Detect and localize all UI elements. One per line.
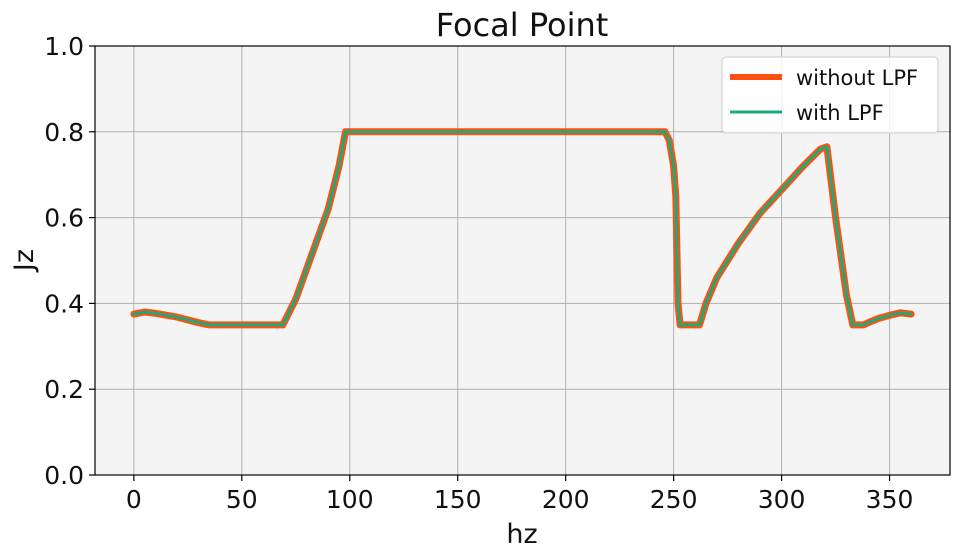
series-line-with-lpf [132, 130, 913, 327]
y-axis-label: Jz [9, 249, 40, 273]
x-tick-label: 0 [126, 485, 142, 514]
legend-label-with-lpf: with LPF [796, 101, 884, 125]
x-tick-label: 300 [758, 485, 806, 514]
series-lines [130, 128, 915, 329]
x-tick-label: 50 [226, 485, 258, 514]
y-tick-label: 0.4 [44, 289, 84, 318]
y-tick-label: 0.6 [44, 204, 84, 233]
y-tick-label: 0.2 [44, 375, 84, 404]
legend: without LPF with LPF [721, 56, 939, 134]
legend-label-without-lpf: without LPF [796, 66, 918, 90]
y-tick-label: 1.0 [44, 32, 84, 61]
y-tick-label: 0.0 [44, 461, 84, 490]
x-tick-label: 150 [434, 485, 482, 514]
chart-title: Focal Point [436, 6, 609, 44]
x-tick-label: 250 [650, 485, 698, 514]
axis-ticks: 0 50 100 150 200 250 300 350 0.0 0.2 0.4 0.6 0.8 1.0 [44, 32, 913, 514]
y-tick-label: 0.8 [44, 118, 84, 147]
x-axis-label: hz [506, 519, 537, 550]
x-tick-label: 200 [542, 485, 590, 514]
x-tick-label: 350 [866, 485, 914, 514]
plot-frame [94, 45, 951, 476]
x-tick-label: 100 [326, 485, 374, 514]
